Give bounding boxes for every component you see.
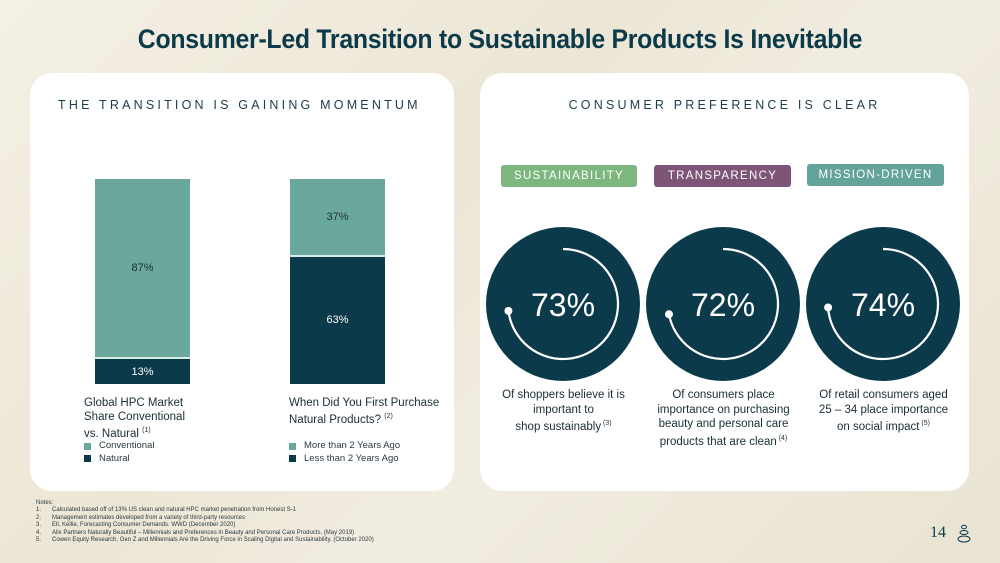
description-line: on social impact xyxy=(837,420,920,433)
legend-label: Natural xyxy=(99,452,130,464)
chart-title-line: Global HPC Market xyxy=(84,397,184,409)
legend-label: More than 2 Years Ago xyxy=(304,440,401,451)
description-line: beauty and personal care xyxy=(658,418,789,430)
description-line: Of retail consumers aged xyxy=(819,389,948,401)
progress-end-dot xyxy=(664,310,673,319)
legend-swatch xyxy=(289,442,296,450)
bar-segment-less-than-2-years: 63% xyxy=(290,254,385,384)
footnote-ref: (2) xyxy=(384,413,393,420)
note-number: 2. xyxy=(36,514,42,521)
tag-mission-driven: MISSION-DRIVEN xyxy=(807,164,944,186)
percentage-value: 73% xyxy=(531,287,595,323)
progress-ring-transparency: 72% xyxy=(646,227,800,381)
note-text: Cowen Equity Research, Gen Z and Millenn… xyxy=(52,537,374,544)
transition-panel: THE TRANSITION IS GAINING MOMENTUM 87% 1… xyxy=(30,73,454,491)
description-line: Of shoppers believe it is xyxy=(502,389,625,401)
bar-segment-natural: 13% xyxy=(95,357,190,384)
description-line: Of consumers place xyxy=(672,389,775,401)
note-number: 4. xyxy=(36,529,42,536)
footnote-ref: (5) xyxy=(919,420,930,427)
description-sustainability: Of shoppers believe it is important to sho… xyxy=(486,388,641,434)
percentage-value: 72% xyxy=(691,287,755,323)
bar-segment-conventional: 87% xyxy=(95,179,190,358)
data-label-more-than-2-years: 37% xyxy=(326,210,349,223)
chart-title-line: Natural Products? xyxy=(289,413,382,426)
footnote-ref: (3) xyxy=(601,420,612,427)
progress-ring-mission-driven: 74% xyxy=(806,227,960,381)
note-number: 1. xyxy=(36,507,42,514)
note-text: Calculated based off of 13% US clean and… xyxy=(52,507,297,514)
description-transparency: Of consumers place importance on purchasi… xyxy=(646,388,801,449)
tag-transparency: TRANSPARENCY xyxy=(654,165,791,187)
legend-swatch xyxy=(84,442,91,450)
note-number: 3. xyxy=(36,522,42,529)
page-number: 14 xyxy=(930,524,946,541)
page-title: Consumer-Led Transition to Sustainable P… xyxy=(137,24,863,54)
progress-arc xyxy=(507,247,620,361)
consumer-preference-panel: CONSUMER PREFERENCE IS CLEAR SUSTAINABIL… xyxy=(480,73,969,491)
footnotes: Notes: 1. Calculated based off of 13% US … xyxy=(36,500,374,544)
stacked-stones-logo-icon xyxy=(957,524,971,543)
legend-swatch xyxy=(289,455,296,463)
chart-title-line: Share Conventional xyxy=(84,411,186,423)
note-item: 3. Ell, Kellie, Forecasting Consumer Dema… xyxy=(36,522,374,529)
note-text: Alix Partners Naturally Beautiful – Mill… xyxy=(52,529,355,536)
note-text: Ell, Kellie, Forecasting Consumer Demand… xyxy=(52,522,236,529)
percentage-value: 74% xyxy=(851,287,915,323)
chart-title-line: vs. Natural xyxy=(84,427,139,440)
legend-item-more-than-2-years: More than 2 Years Ago xyxy=(289,440,400,453)
bar-segment-more-than-2-years: 37% xyxy=(290,179,385,255)
chart-title-line: When Did You First Purchase xyxy=(289,397,440,409)
notes-heading: Notes: xyxy=(36,500,54,506)
legend-item-less-than-2-years: Less than 2 Years Ago xyxy=(289,453,400,466)
description-line: 25 – 34 place importance xyxy=(818,403,949,416)
description-line: products that are clean xyxy=(659,435,777,448)
progress-arc xyxy=(667,247,780,361)
description-line: important to xyxy=(533,403,594,416)
transition-heading: THE TRANSITION IS GAINING MOMENTUM xyxy=(58,98,421,112)
progress-end-dot xyxy=(824,303,833,312)
data-label-less-than-2-years: 63% xyxy=(326,314,349,327)
description-line: shop sustainably xyxy=(515,420,602,433)
note-item: 4. Alix Partners Naturally Beautiful – Mi… xyxy=(36,530,374,537)
legend-label: Conventional xyxy=(99,440,155,451)
preference-heading: CONSUMER PREFERENCE IS CLEAR xyxy=(568,98,881,112)
legend-label: Less than 2 Years Ago xyxy=(304,452,399,464)
note-item: 5. Cowen Equity Research, Gen Z and Mille… xyxy=(36,537,374,544)
description-mission-driven: Of retail consumers aged 25 – 34 place im… xyxy=(806,388,961,434)
legend-item-natural: Natural xyxy=(84,453,154,466)
progress-arc xyxy=(827,247,940,361)
first-purchase-bar: 37% 63% xyxy=(290,179,385,384)
footnote-ref: (1) xyxy=(142,427,151,434)
note-item: 2. Management estimates developed from a … xyxy=(36,515,374,522)
chart-title-first-purchase: When Did You First Purchase Natural Prod… xyxy=(289,396,439,427)
data-label-conventional: 87% xyxy=(131,262,154,275)
legend-hpc: Conventional Natural xyxy=(84,440,154,465)
data-label-natural: 13% xyxy=(131,365,154,378)
legend-swatch xyxy=(84,455,91,463)
note-number: 5. xyxy=(36,537,42,544)
legend-item-conventional: Conventional xyxy=(84,440,154,453)
legend-first-purchase: More than 2 Years Ago Less than 2 Years … xyxy=(289,440,400,465)
progress-ring-sustainability: 73% xyxy=(486,227,640,381)
note-text: Management estimates developed from a va… xyxy=(52,514,246,521)
chart-title-hpc: Global HPC Market Share Conventional vs.… xyxy=(84,396,185,441)
tag-sustainability: SUSTAINABILITY xyxy=(501,165,637,187)
note-item: 1. Calculated based off of 13% US clean a… xyxy=(36,507,374,514)
footnote-ref: (4) xyxy=(776,434,788,442)
description-line: importance on purchasing xyxy=(657,403,790,416)
hpc-market-share-bar: 87% 13% xyxy=(95,179,190,384)
progress-end-dot xyxy=(504,306,513,315)
